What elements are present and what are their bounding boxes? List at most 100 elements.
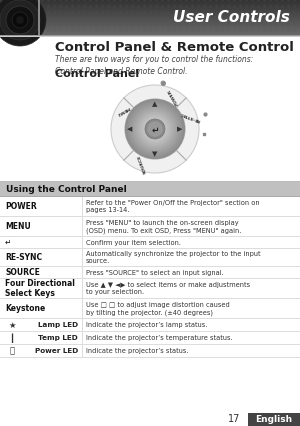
Text: MENU: MENU (116, 105, 130, 116)
Text: Control Panel & Remote Control: Control Panel & Remote Control (55, 41, 294, 54)
Text: Press "MENU" to launch the on-screen display
(OSD) menu. To exit OSD, Press "MEN: Press "MENU" to launch the on-screen dis… (86, 219, 242, 233)
Circle shape (125, 99, 185, 159)
Circle shape (147, 121, 163, 137)
Circle shape (141, 115, 169, 143)
Circle shape (128, 102, 182, 156)
Bar (0, 28, 300, 29)
Circle shape (146, 120, 164, 138)
Bar (0, 236, 300, 248)
Text: ▼: ▼ (152, 151, 158, 157)
Text: ↵: ↵ (151, 125, 159, 134)
Bar (0, 35, 300, 36)
Text: Indicate the projector’s temperature status.: Indicate the projector’s temperature sta… (86, 335, 232, 341)
Bar (0, 30, 300, 31)
Bar (0, 345, 300, 357)
Bar (0, 25, 300, 26)
Text: ◀: ◀ (127, 126, 133, 132)
Bar (0, 35, 300, 36)
Circle shape (144, 118, 166, 140)
Text: Confirm your item selection.: Confirm your item selection. (86, 239, 181, 245)
Circle shape (16, 16, 24, 24)
Text: Lamp LED: Lamp LED (38, 322, 78, 328)
Text: RE-SYNC: RE-SYNC (5, 253, 42, 262)
Text: Indicate the projector’s status.: Indicate the projector’s status. (86, 348, 188, 354)
Bar (0, 181, 300, 182)
Bar (0, 18, 300, 19)
Bar (0, 31, 300, 32)
Bar (0, 32, 300, 33)
Bar (0, 4, 300, 5)
Circle shape (152, 126, 158, 132)
Circle shape (125, 99, 185, 159)
Bar (0, 14, 300, 15)
Bar (0, 24, 300, 25)
Circle shape (149, 123, 161, 135)
Bar (0, 9, 300, 10)
Bar (0, 413, 300, 426)
Circle shape (0, 0, 46, 46)
Bar (0, 266, 300, 267)
Bar (0, 248, 300, 267)
Bar (0, 331, 300, 345)
Circle shape (138, 112, 172, 147)
Circle shape (150, 124, 160, 134)
Bar (0, 13, 300, 14)
Bar (0, 26, 300, 27)
Circle shape (111, 85, 199, 173)
Bar (0, 16, 300, 17)
Text: RE-SYNC: RE-SYNC (179, 111, 201, 122)
Bar (0, 279, 300, 299)
Bar (0, 216, 300, 236)
Bar (0, 15, 300, 16)
Text: ↵: ↵ (5, 238, 11, 247)
Text: ┃: ┃ (10, 333, 14, 343)
Bar (0, 318, 300, 319)
Text: Control Panel: Control Panel (55, 69, 139, 79)
Text: POWER: POWER (5, 202, 37, 211)
Circle shape (139, 113, 171, 145)
Bar (0, 23, 300, 24)
Text: Refer to the "Power On/Off the Projector" section on
pages 13-14.: Refer to the "Power On/Off the Projector… (86, 200, 260, 213)
Bar (0, 19, 300, 20)
Circle shape (6, 6, 34, 34)
Text: Keystone: Keystone (5, 304, 45, 313)
Bar (0, 1, 300, 2)
Text: User Controls: User Controls (173, 11, 290, 26)
Bar (0, 278, 300, 279)
Circle shape (136, 110, 174, 148)
Text: Press "SOURCE" to select an input signal.: Press "SOURCE" to select an input signal… (86, 270, 224, 276)
Text: Using the Control Panel: Using the Control Panel (6, 184, 127, 193)
Circle shape (134, 109, 176, 150)
Bar (0, 2, 300, 3)
Bar (0, 196, 300, 216)
Bar (0, 299, 300, 319)
Bar (0, 33, 300, 34)
Bar (0, 6, 300, 7)
Bar (0, 8, 300, 9)
Bar (0, 182, 300, 196)
Circle shape (12, 12, 28, 28)
Bar (0, 267, 300, 279)
Bar (0, 7, 300, 8)
Bar (0, 36, 300, 37)
Text: Indicate the projector’s lamp status.: Indicate the projector’s lamp status. (86, 322, 207, 328)
Bar (0, 319, 300, 331)
Circle shape (153, 127, 157, 131)
Circle shape (145, 119, 165, 139)
Text: Automatically synchronize the projector to the input
source.: Automatically synchronize the projector … (86, 251, 261, 264)
Circle shape (0, 0, 40, 40)
Bar (0, 12, 300, 13)
Bar (0, 3, 300, 4)
Text: English: English (255, 415, 292, 424)
Bar (0, 11, 300, 12)
Bar (0, 27, 300, 28)
Bar (0, 298, 300, 299)
Text: ★: ★ (8, 320, 16, 329)
Text: POWER: POWER (167, 88, 180, 106)
Circle shape (133, 107, 177, 151)
Text: There are two ways for you to control the functions:
Control Panel and Remote Co: There are two ways for you to control th… (55, 55, 253, 76)
Bar (0, 17, 300, 18)
Circle shape (130, 104, 180, 154)
Bar (0, 5, 300, 6)
Text: Use □ □ to adjust image distortion caused
by tilting the projector. (±40 degrees: Use □ □ to adjust image distortion cause… (86, 302, 230, 316)
